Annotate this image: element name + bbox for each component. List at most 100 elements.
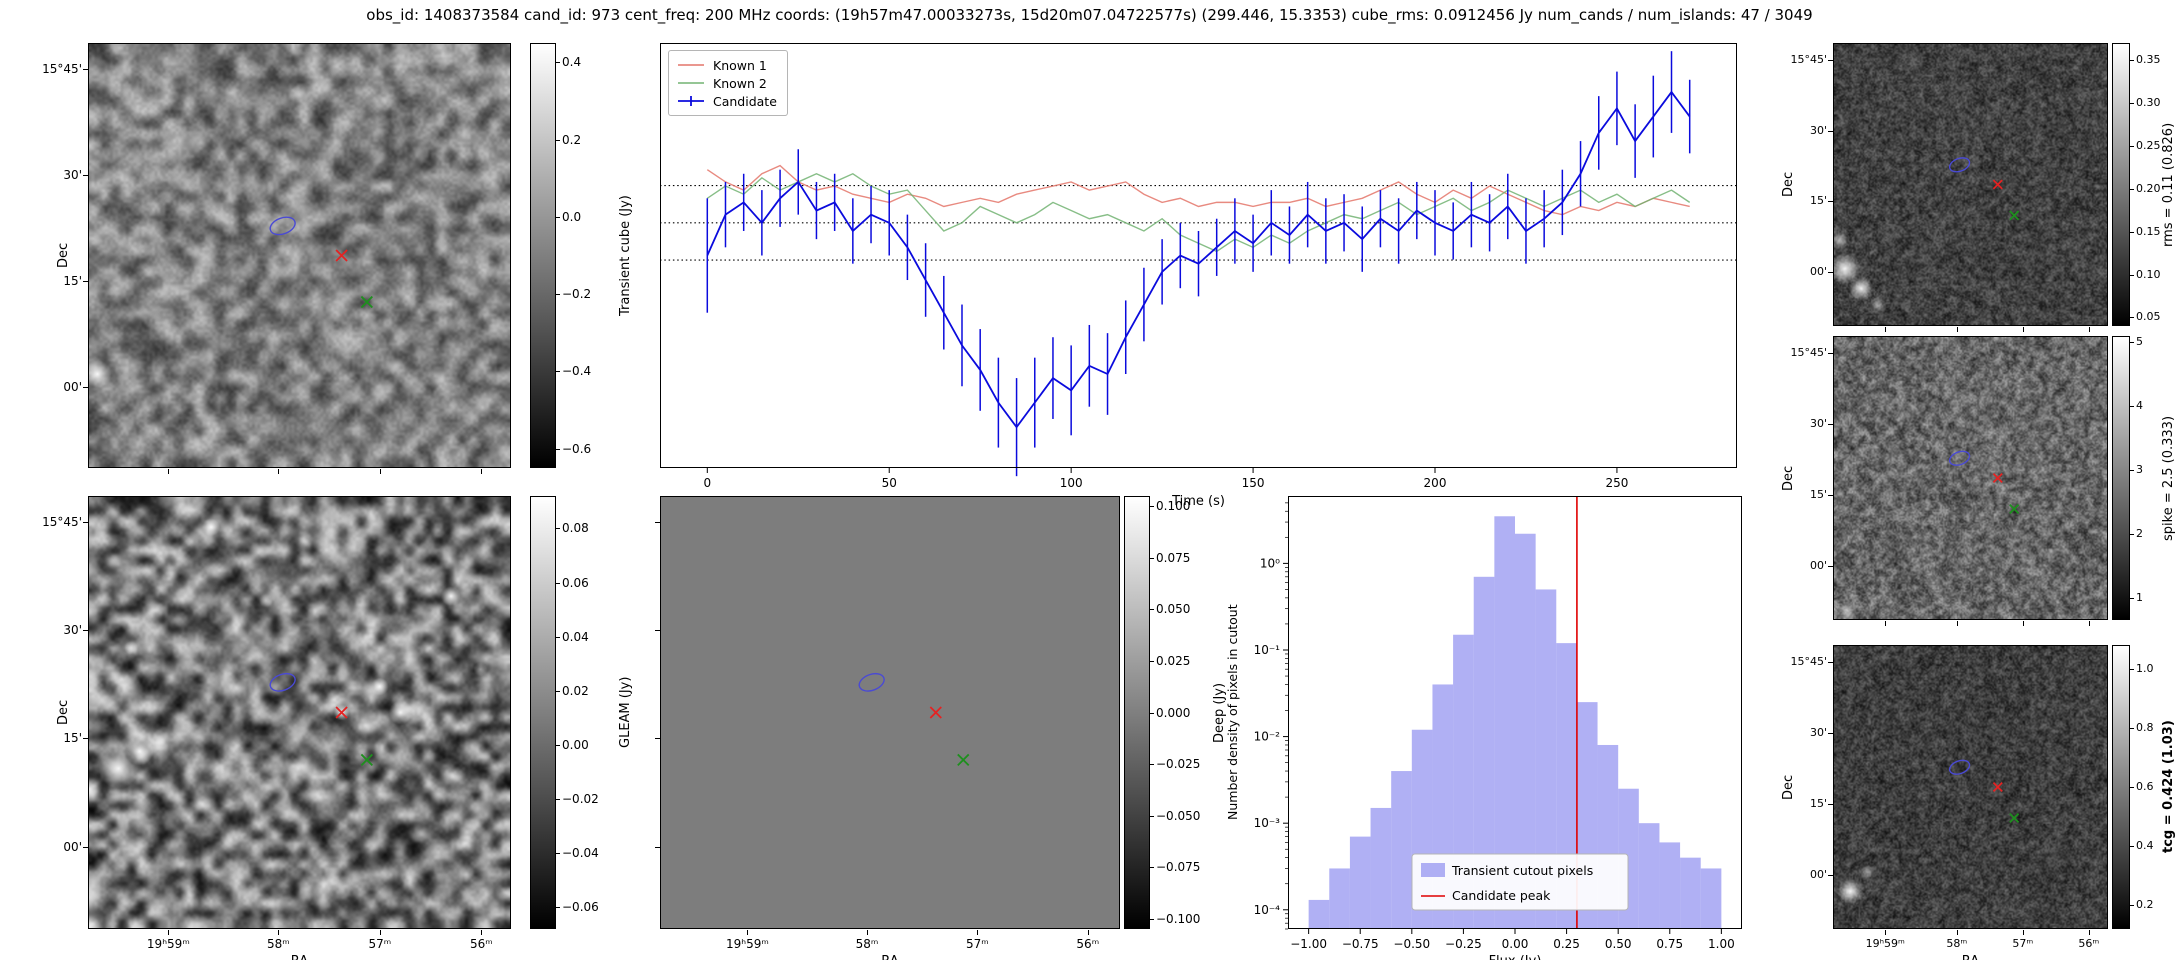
tick-mark: [556, 371, 560, 373]
tick-mark: [1885, 327, 1887, 332]
colorbar-spike: [2112, 336, 2130, 620]
legend-label: Transient cutout pixels: [1451, 863, 1593, 878]
tick-mark: [1828, 130, 1833, 132]
colorbar-label-tcg: tcg = 0.424 (1.03): [2161, 720, 2176, 854]
known2-position-icon: [2009, 210, 2020, 221]
tick-mark: [1956, 930, 1958, 935]
plot-border: [660, 43, 1737, 468]
ra-tick-label: 57ᵐ: [368, 937, 392, 951]
spike-markers: [1948, 450, 2020, 515]
rms-markers: [1948, 157, 2020, 221]
colorbar-tick-label: 3: [2136, 463, 2143, 477]
tick-mark: [655, 521, 660, 523]
dec-tick-label: 00': [1809, 868, 1827, 882]
tick-mark: [2130, 145, 2134, 147]
y-tick-label: 10⁻²: [1254, 730, 1281, 744]
tick-mark: [556, 582, 560, 584]
y-tick-label: 10⁻¹: [1254, 643, 1281, 657]
tick-mark: [2130, 470, 2134, 472]
dec-tick-label: 30': [63, 623, 82, 638]
colorbar-tick-label: 2: [2136, 527, 2143, 541]
dec-tick-label: 15°45': [42, 61, 82, 76]
dec-tick-label: 30': [1809, 417, 1827, 431]
tick-mark: [1885, 930, 1887, 935]
colorbar-tick-label: −0.075: [1156, 860, 1201, 875]
x-tick-label: −0.75: [1342, 937, 1379, 951]
tick-mark: [1828, 353, 1833, 355]
tick-mark: [2130, 231, 2134, 233]
dec-tick-label: 15': [1809, 797, 1827, 811]
legend-label: Candidate peak: [1452, 888, 1551, 903]
tick-mark: [977, 930, 979, 935]
tick-mark: [1828, 875, 1833, 877]
tick-mark: [1150, 506, 1154, 508]
tick-mark: [1828, 424, 1833, 426]
ra-tick-label: 56ᵐ: [2078, 937, 2100, 950]
tick-mark: [747, 930, 749, 935]
hist-bar: [1659, 842, 1681, 929]
x-tick-label: −0.25: [1445, 937, 1482, 951]
x-tick-label: 0.25: [1553, 937, 1580, 951]
colorbar-tick-label: 0.4: [2136, 839, 2154, 853]
dec-tick-label: 15°45': [42, 514, 82, 529]
tick-mark: [1828, 272, 1833, 274]
tick-mark: [556, 907, 560, 909]
dec-tick-label: 30': [1809, 726, 1827, 740]
flux-axis-label: Flux (Jy): [1489, 954, 1542, 960]
tick-mark: [556, 62, 560, 64]
ra-tick-label: 57ᵐ: [966, 937, 989, 951]
known2-position-icon: [360, 295, 373, 309]
time-axis-label: Time (s): [1171, 494, 1225, 509]
flux-histogram: 10⁻⁴ 10⁻³ 10⁻² 10⁻¹ 10⁰ −1.00 −0.75 −0.50 −0.25 0…: [1254, 496, 1742, 960]
ra-axis-label: RA: [291, 955, 308, 960]
legend-entry: Known 2: [677, 74, 777, 92]
legend-entry: Known 1: [677, 56, 777, 74]
colorbar-tick-label: 5: [2136, 335, 2143, 349]
tick-mark: [2130, 342, 2134, 344]
tick-mark: [1828, 201, 1833, 203]
known1-position-icon: [1992, 473, 2003, 483]
known2-position-icon: [2009, 813, 2020, 824]
tick-mark: [1150, 609, 1154, 611]
dec-axis-label: Dec: [1781, 774, 1796, 800]
panel-spike: [1833, 336, 2108, 620]
tick-mark: [655, 846, 660, 848]
known2-position-icon: [957, 753, 970, 767]
candidate-contour-icon: [1948, 450, 1971, 466]
candidate-contour-icon: [858, 672, 885, 692]
colorbar-deep: [1124, 496, 1150, 929]
tick-mark: [1956, 621, 1958, 626]
y-tick-label: 10⁰: [1260, 556, 1280, 570]
dec-tick-label: 15°45': [1790, 655, 1827, 669]
tick-mark: [1828, 59, 1833, 61]
tick-mark: [2130, 406, 2134, 408]
dec-tick-label: 00': [1809, 559, 1827, 573]
x-tick-label: 0.50: [1605, 937, 1632, 951]
colorbar-tick-label: −0.025: [1156, 757, 1201, 772]
tick-mark: [1828, 566, 1833, 568]
tick-mark: [2130, 668, 2134, 670]
dec-tick-label: 00': [63, 839, 82, 854]
ra-tick-label: 19ʰ59ᵐ: [1865, 937, 1905, 950]
hist-bar: [1370, 807, 1392, 929]
deep-cutout-image: [661, 497, 1119, 928]
colorbar-tick-label: 1.0: [2136, 661, 2154, 675]
colorbar-tick-label: 0.075: [1156, 550, 1191, 565]
deep-markers: [858, 672, 970, 767]
rms-cutout-image: [1834, 44, 2107, 325]
tick-mark: [2130, 787, 2134, 788]
tick-mark: [1150, 660, 1154, 662]
tick-mark: [556, 799, 560, 801]
ra-tick-label: 58ᵐ: [266, 937, 290, 951]
colorbar-tick-label: −0.4: [562, 364, 592, 379]
ra-tick-label: 19ʰ59ᵐ: [146, 937, 190, 951]
tick-mark: [1150, 815, 1154, 817]
tick-mark: [1828, 733, 1833, 735]
known1-position-icon: [929, 706, 942, 719]
y-tick-label: 10⁻⁴: [1254, 903, 1281, 917]
tick-mark: [1150, 712, 1154, 714]
tick-mark: [379, 930, 381, 935]
tcg-markers: [1948, 759, 2020, 824]
tick-mark: [1150, 764, 1154, 766]
ra-tick-label: 56ᵐ: [470, 937, 493, 951]
